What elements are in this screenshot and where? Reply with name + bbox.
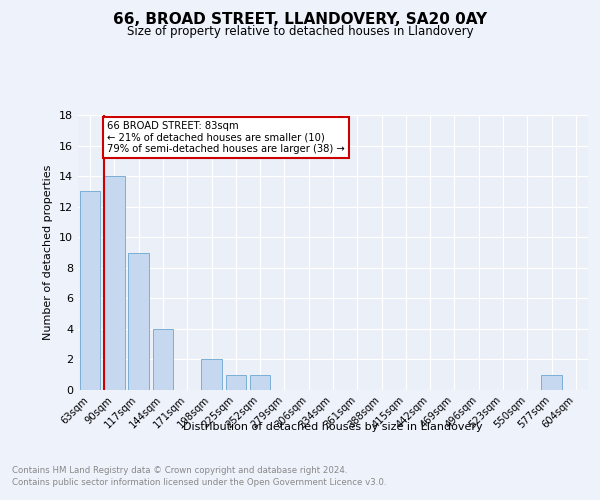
Bar bbox=[250, 374, 271, 390]
Bar bbox=[201, 360, 222, 390]
Text: Contains public sector information licensed under the Open Government Licence v3: Contains public sector information licen… bbox=[12, 478, 386, 487]
Bar bbox=[80, 192, 100, 390]
Bar bbox=[152, 329, 173, 390]
Bar bbox=[104, 176, 125, 390]
Text: Size of property relative to detached houses in Llandovery: Size of property relative to detached ho… bbox=[127, 25, 473, 38]
Text: 66, BROAD STREET, LLANDOVERY, SA20 0AY: 66, BROAD STREET, LLANDOVERY, SA20 0AY bbox=[113, 12, 487, 28]
Text: Distribution of detached houses by size in Llandovery: Distribution of detached houses by size … bbox=[183, 422, 483, 432]
Text: Contains HM Land Registry data © Crown copyright and database right 2024.: Contains HM Land Registry data © Crown c… bbox=[12, 466, 347, 475]
Y-axis label: Number of detached properties: Number of detached properties bbox=[43, 165, 53, 340]
Bar bbox=[541, 374, 562, 390]
Text: 66 BROAD STREET: 83sqm
← 21% of detached houses are smaller (10)
79% of semi-det: 66 BROAD STREET: 83sqm ← 21% of detached… bbox=[107, 121, 345, 154]
Bar bbox=[226, 374, 246, 390]
Bar bbox=[128, 252, 149, 390]
